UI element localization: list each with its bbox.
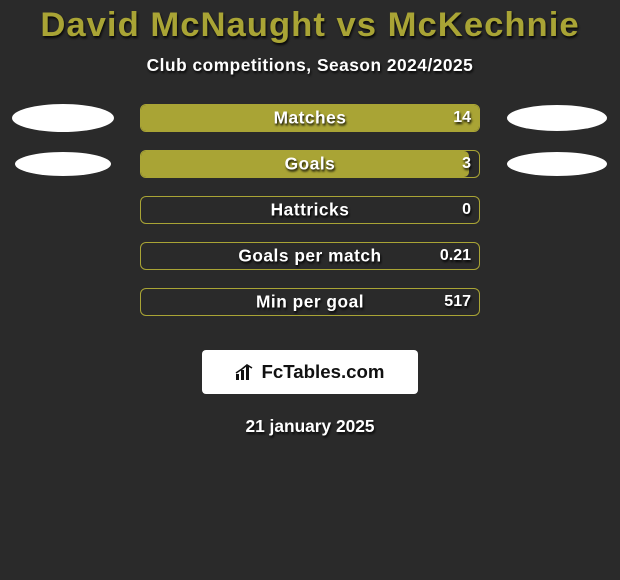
stat-value: 0.21: [440, 247, 471, 265]
right-marker-slot: [502, 105, 612, 131]
bars-icon: [235, 364, 255, 380]
comparison-infographic: David McNaught vs McKechnie Club competi…: [0, 0, 620, 580]
stat-label: Matches: [274, 108, 347, 129]
snapshot-date: 21 january 2025: [0, 416, 620, 437]
stat-row: Goals per match 0.21: [0, 242, 620, 270]
stat-label: Min per goal: [256, 292, 364, 313]
stat-bar: Hattricks 0: [140, 196, 480, 224]
stat-rows: Matches 14 Goals 3 Hattricks 0 Goals per match…: [0, 104, 620, 316]
stat-label: Goals per match: [238, 246, 381, 267]
left-marker-slot: [8, 152, 118, 176]
right-marker-slot: [502, 152, 612, 176]
right-marker-ellipse: [507, 152, 607, 176]
stat-row: Matches 14: [0, 104, 620, 132]
source-badge: FcTables.com: [202, 350, 418, 394]
left-marker-ellipse: [15, 152, 111, 176]
stat-value: 3: [462, 155, 471, 173]
stat-bar: Min per goal 517: [140, 288, 480, 316]
stat-bar: Goals per match 0.21: [140, 242, 480, 270]
stat-bar: Goals 3: [140, 150, 480, 178]
stat-bar: Matches 14: [140, 104, 480, 132]
stat-row: Goals 3: [0, 150, 620, 178]
left-marker-slot: [8, 104, 118, 132]
stat-label: Goals: [285, 154, 336, 175]
left-marker-ellipse: [12, 104, 114, 132]
stat-row: Hattricks 0: [0, 196, 620, 224]
stat-value: 517: [444, 293, 471, 311]
stat-row: Min per goal 517: [0, 288, 620, 316]
page-title: David McNaught vs McKechnie: [0, 6, 620, 45]
source-badge-text: FcTables.com: [261, 361, 384, 383]
stat-value: 0: [462, 201, 471, 219]
right-marker-ellipse: [507, 105, 607, 131]
page-subtitle: Club competitions, Season 2024/2025: [0, 55, 620, 76]
stat-value: 14: [453, 109, 471, 127]
stat-label: Hattricks: [271, 200, 350, 221]
